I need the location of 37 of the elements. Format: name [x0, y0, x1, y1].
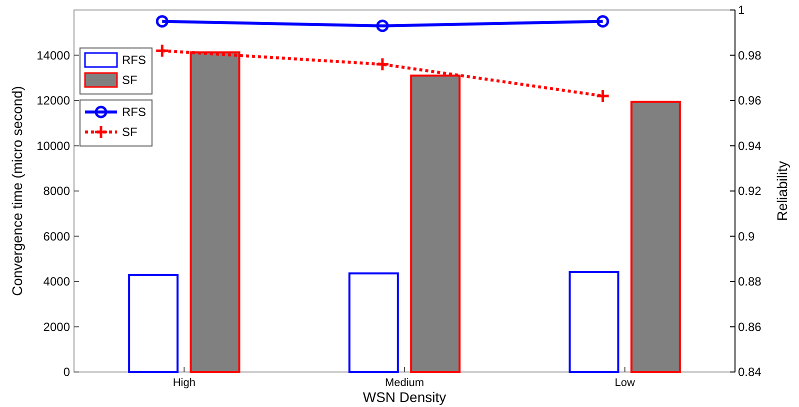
y2-tick-label: 0.9 [738, 229, 756, 244]
y-tick-label: 14000 [36, 48, 70, 62]
y2-tick-label: 0.98 [738, 48, 762, 62]
bar [630, 100, 681, 373]
x-tick-label: Medium [384, 377, 424, 389]
legend-label: SF [122, 73, 138, 87]
bar [568, 270, 620, 373]
y-tick-label: 4000 [43, 274, 70, 288]
point [156, 15, 168, 28]
y-tick-label: 10000 [36, 138, 70, 153]
bar [348, 272, 399, 373]
y-tick-label: 6000 [43, 229, 70, 244]
y2-tick-label: 0.96 [738, 94, 762, 108]
y2-tick-label: 0.94 [738, 138, 762, 153]
y2-tick-label: 0.84 [738, 365, 762, 379]
y2-tick-label: 0.88 [738, 274, 762, 288]
x-tick-label: High [172, 377, 196, 389]
y-tick-label: 8000 [43, 184, 70, 198]
y-axis-title: Convergence time (micro second) [9, 86, 25, 296]
y2-tick-label: 0.92 [738, 184, 762, 198]
legend-label: RFS [122, 53, 146, 67]
point [154, 43, 170, 58]
y2-tick-label: 0.86 [738, 320, 762, 334]
y-tick-label: 0 [63, 365, 70, 379]
legend-label: RFS [122, 105, 146, 119]
point [375, 57, 390, 72]
point [376, 20, 389, 32]
y2-tick-label: 1 [738, 3, 745, 17]
legend-label: SF [122, 125, 138, 139]
y-tick-label: 12000 [36, 94, 70, 108]
bar [128, 274, 179, 373]
x-axis-title: WSN Density [362, 389, 446, 405]
y2-axis-title: Reliability [774, 161, 790, 221]
point [596, 15, 610, 28]
y-tick-label: 2000 [43, 320, 70, 334]
point [596, 88, 610, 104]
x-tick-label: Low [614, 377, 635, 389]
